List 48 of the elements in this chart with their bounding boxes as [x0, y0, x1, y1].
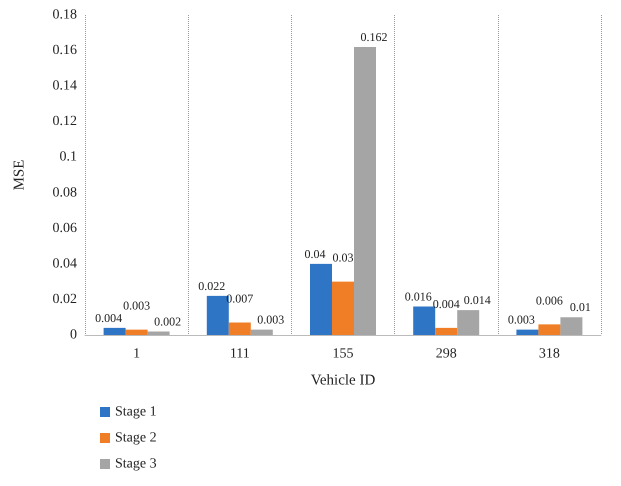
- x-tick-label: 298: [436, 346, 457, 362]
- legend-label: Stage 1: [115, 404, 157, 420]
- bar: [435, 328, 458, 335]
- data-label: 0.003: [508, 312, 535, 327]
- bar: [228, 322, 251, 335]
- bar: [310, 264, 332, 335]
- y-tick-label: 0.12: [52, 114, 77, 130]
- data-label: 0.022: [198, 278, 226, 293]
- y-tick-label: 0.02: [52, 292, 77, 307]
- y-axis-title: MSE: [12, 160, 28, 190]
- y-tick-label: 0.04: [52, 256, 77, 272]
- bar: [516, 330, 538, 335]
- y-tick-label: 0.18: [52, 8, 77, 22]
- bar: [560, 317, 582, 335]
- bar: [148, 331, 170, 335]
- data-label: 0.003: [123, 298, 150, 313]
- bar: [457, 310, 480, 335]
- data-label: 0.016: [404, 290, 432, 304]
- data-label: 0.03: [332, 250, 354, 265]
- x-tick-label: 155: [332, 346, 354, 362]
- data-label: 0.003: [257, 312, 284, 327]
- x-tick-label: 111: [230, 346, 250, 362]
- legend-label: Stage 3: [115, 456, 157, 472]
- data-label: 0.01: [570, 300, 591, 314]
- x-tick-label: 1: [133, 346, 140, 362]
- data-label: 0.162: [360, 30, 388, 44]
- data-label: 0.004: [432, 296, 460, 311]
- x-tick-label: 318: [538, 346, 560, 362]
- bar: [250, 330, 273, 335]
- bar: [126, 330, 148, 335]
- data-label: 0.004: [95, 310, 122, 325]
- data-label: 0.006: [536, 293, 563, 308]
- legend-label: Stage 2: [115, 430, 157, 446]
- bar: [538, 324, 560, 335]
- y-tick-label: 0.14: [52, 78, 77, 94]
- y-tick-label: 0: [70, 328, 77, 342]
- y-tick-label: 0.08: [52, 185, 77, 200]
- bar: [104, 328, 126, 335]
- data-label: 0.002: [154, 314, 182, 328]
- y-tick-label: 0.16: [52, 43, 77, 58]
- y-tick-label: 0.06: [52, 220, 77, 236]
- bar: [354, 47, 376, 335]
- x-axis-title: Vehicle ID: [310, 372, 376, 388]
- bar: [413, 306, 436, 335]
- y-tick-label: 0.1: [60, 150, 77, 165]
- data-label: 0.04: [304, 246, 326, 261]
- bar: [332, 282, 354, 335]
- data-label: 0.014: [464, 293, 491, 308]
